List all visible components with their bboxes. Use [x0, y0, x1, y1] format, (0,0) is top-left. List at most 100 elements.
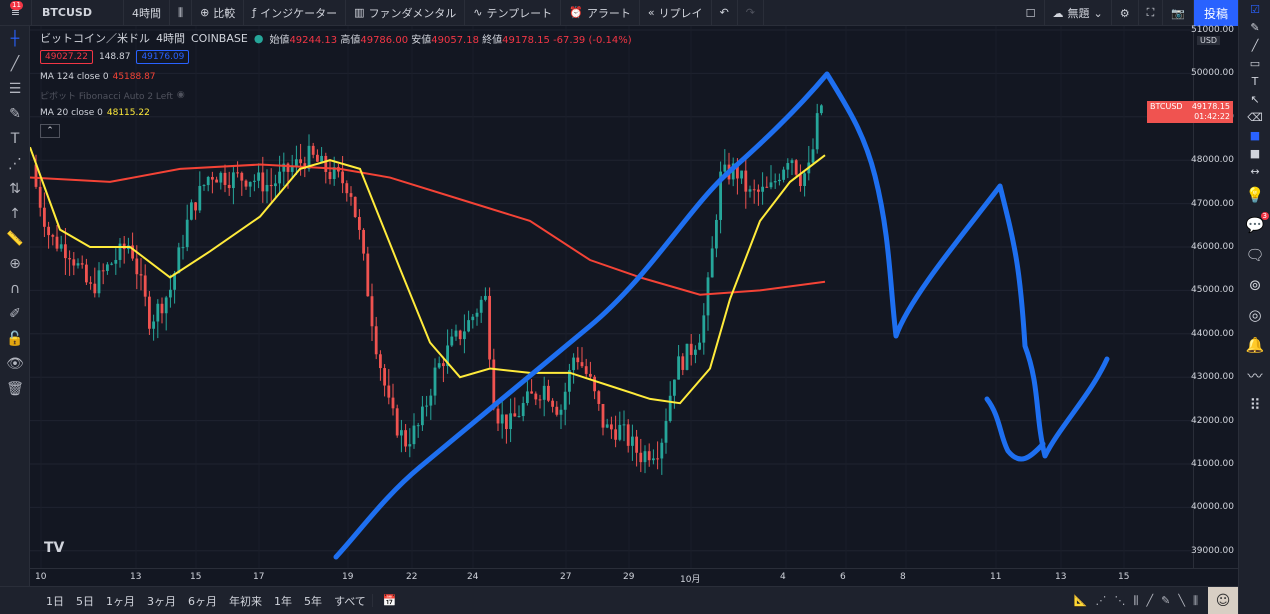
avatar[interactable]: ☺: [1208, 586, 1238, 614]
chat-icon[interactable]: 💬 3: [1245, 212, 1269, 234]
lightbulb-icon[interactable]: 💡: [1245, 186, 1265, 204]
trend-line-icon[interactable]: ╱: [1146, 593, 1154, 607]
indicators-button[interactable]: ƒ インジケーター: [244, 0, 347, 26]
chart-icon[interactable]: ⫼: [1133, 593, 1139, 607]
range-button[interactable]: すべて: [334, 594, 366, 608]
undo-button[interactable]: ↶: [712, 0, 738, 26]
message-icon[interactable]: 🗨: [1245, 246, 1265, 264]
range-button[interactable]: 5日: [76, 594, 94, 608]
fib-icon[interactable]: ☰: [8, 80, 22, 97]
trash-icon[interactable]: 🗑: [6, 380, 24, 397]
checkbox-icon[interactable]: ☑: [1250, 2, 1260, 16]
chart-icon[interactable]: ⫼: [1192, 593, 1198, 607]
candle-body: [64, 244, 67, 259]
templates-button[interactable]: ∿ テンプレート: [465, 0, 562, 26]
grid-icon[interactable]: ⠿: [1249, 396, 1261, 414]
trend-icon[interactable]: 〰: [1247, 366, 1263, 385]
alert-button[interactable]: ⏰ アラート: [561, 0, 640, 26]
candle-body: [526, 391, 529, 404]
expand-icon[interactable]: ↔: [1250, 164, 1260, 178]
candle-body: [101, 270, 105, 272]
layout-name-button[interactable]: ☁ 無題 ⌄: [1045, 0, 1112, 26]
layout-button[interactable]: ☐: [1018, 0, 1045, 26]
replay-label: リプレイ: [658, 6, 703, 20]
candle-body: [55, 236, 59, 249]
time-axis[interactable]: 10 13 15 17 19 22 24 27 29 10月 4 6 8 11 13 15: [30, 568, 1238, 586]
interval-button[interactable]: 4時間: [124, 0, 170, 26]
range-button[interactable]: 6ヶ月: [188, 594, 217, 608]
candle-body: [601, 403, 605, 428]
color-swatch-blue[interactable]: ■: [1249, 128, 1261, 142]
rectangle-icon[interactable]: ▭: [1249, 56, 1261, 70]
pen-icon[interactable]: ✎: [1250, 20, 1260, 34]
candle-body: [198, 185, 202, 211]
lock-drawing-icon[interactable]: ✐: [9, 305, 21, 322]
ma20-legend[interactable]: MA 20 close 0 48115.22: [40, 108, 150, 118]
market-status-dot: ●: [253, 31, 264, 45]
prediction-icon[interactable]: ⇅: [9, 180, 21, 197]
pattern-icon[interactable]: ⋱: [1114, 593, 1126, 607]
symbol-search-button[interactable]: BTCUSD: [32, 0, 124, 26]
lock-icon[interactable]: 🔓: [6, 330, 24, 347]
cursor-icon[interactable]: ↖: [1250, 92, 1260, 106]
range-button[interactable]: 1ヶ月: [106, 594, 135, 608]
post-button[interactable]: 投稿: [1194, 0, 1238, 26]
magnet-icon[interactable]: ∩: [9, 280, 21, 297]
range-button[interactable]: 3ヶ月: [147, 594, 176, 608]
date-range-button[interactable]: 📅: [371, 594, 407, 607]
fundamentals-button[interactable]: ▥ ファンダメンタル: [346, 0, 466, 26]
candle-body: [815, 113, 819, 150]
color-swatch-white[interactable]: ■: [1249, 146, 1261, 160]
candle-body: [118, 243, 122, 260]
eraser-icon[interactable]: ⌫: [1247, 110, 1263, 124]
range-button[interactable]: 1年: [274, 594, 292, 608]
sound-icon[interactable]: ◎: [1248, 306, 1262, 324]
pivot-legend[interactable]: ピボット Fibonacci Auto 2 Left ◉: [40, 90, 185, 102]
fullscreen-button[interactable]: ⛶: [1139, 0, 1164, 26]
pattern-icon[interactable]: ⋰: [1095, 593, 1107, 607]
broadcast-icon[interactable]: ⊚: [1248, 276, 1262, 294]
settings-button[interactable]: ⚙: [1112, 0, 1139, 26]
candle-body: [194, 202, 197, 211]
ma124-legend[interactable]: MA 124 close 0 45188.87: [40, 72, 156, 82]
bell-icon[interactable]: 🔔: [1245, 336, 1265, 354]
currency-label[interactable]: USD: [1197, 36, 1221, 45]
zoom-in-icon[interactable]: ⊕: [9, 255, 21, 272]
price-axis[interactable]: USD 51000.0050000.0049000.0048000.004700…: [1191, 25, 1238, 568]
candle-body: [93, 283, 97, 294]
ruler-icon[interactable]: 📐: [1073, 593, 1088, 607]
time-tick: 27: [560, 572, 572, 582]
compare-button[interactable]: ⊕ 比較: [192, 0, 245, 26]
snapshot-button[interactable]: 📷: [1163, 0, 1194, 26]
text-tool-icon[interactable]: T: [1251, 74, 1259, 88]
crosshair-icon[interactable]: ┼: [10, 30, 20, 47]
replay-button[interactable]: «リプレイ: [640, 0, 712, 26]
pattern-icon[interactable]: ⋰: [8, 155, 22, 172]
range-button[interactable]: 年初来: [229, 594, 262, 608]
text-icon[interactable]: T: [10, 130, 20, 147]
ruler-icon[interactable]: 📏: [6, 230, 24, 247]
brush-icon[interactable]: ✎: [1161, 593, 1171, 607]
buy-price-box[interactable]: 49176.09: [136, 50, 190, 64]
trend-line-icon[interactable]: ╲: [1178, 593, 1185, 607]
candle-body: [85, 264, 88, 283]
range-button[interactable]: 5年: [304, 594, 322, 608]
range-button[interactable]: 1日: [46, 594, 64, 608]
redo-button[interactable]: ↷: [738, 0, 764, 26]
brush-icon[interactable]: ✎: [9, 105, 21, 122]
main-menu-button[interactable]: ≡ 11: [0, 0, 32, 26]
line-icon[interactable]: ╱: [1251, 38, 1259, 52]
arrow-up-icon[interactable]: ↑: [9, 205, 21, 222]
candle-body: [97, 270, 101, 294]
price-chart[interactable]: [30, 26, 1193, 568]
candle-body: [660, 442, 664, 459]
sell-price-box[interactable]: 49027.22: [40, 50, 93, 64]
candle-body: [584, 366, 588, 374]
collapse-legend-button[interactable]: ⌃: [40, 124, 60, 138]
candle-body: [614, 429, 617, 440]
candle-body: [374, 326, 378, 355]
eye-icon[interactable]: 👁: [6, 355, 24, 372]
candle-body: [282, 163, 286, 172]
chart-type-button[interactable]: ⫼: [170, 0, 193, 26]
trend-line-icon[interactable]: ╱: [10, 55, 20, 72]
